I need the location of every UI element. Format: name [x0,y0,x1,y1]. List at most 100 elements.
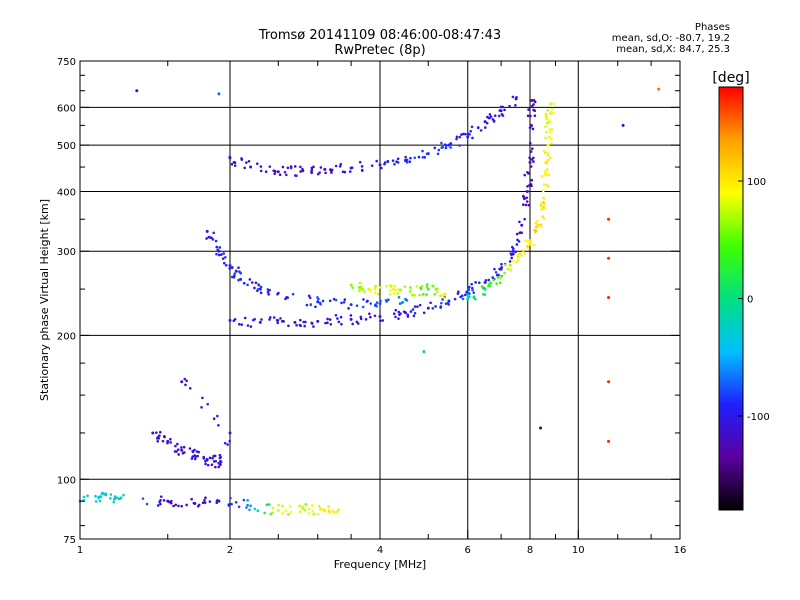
echo-point [253,286,256,290]
echo-point [268,318,271,321]
echo-point [122,493,125,497]
echo-point [511,252,514,256]
echo-point [303,508,307,512]
echo-point [525,196,528,200]
echo-point [550,107,554,111]
echo-point [387,298,390,301]
echo-point [383,161,387,164]
echo-point [607,296,611,300]
echo-point [401,300,405,304]
echo-point [194,455,197,459]
echo-point [246,324,250,327]
echo-point [217,465,220,469]
echo-point [211,238,215,241]
echo-point [259,291,263,295]
echo-point [393,288,397,292]
echo-point [318,301,322,305]
echo-point [280,504,284,508]
echo-point [314,305,317,309]
echo-point [413,156,417,160]
echo-point [544,115,548,118]
echo-point [301,505,305,509]
echo-point [528,241,532,245]
echo-point [550,142,553,145]
echo-point [520,223,524,227]
echo-point [417,155,421,159]
echo-point [472,291,476,294]
echo-point [396,161,400,164]
echo-point [245,161,248,164]
echo-point [522,203,525,206]
echo-point [545,168,549,171]
echo-point [530,178,534,182]
echo-point [453,297,457,301]
echo-point [444,302,448,305]
chart-subtitle: RwPretec (8p) [334,43,426,58]
echo-point [389,285,393,288]
y-tick-label: 100 [57,475,76,486]
echo-point [374,284,377,288]
echo-point [467,288,471,292]
echo-point [233,164,237,167]
echo-point [423,156,426,159]
echo-point [287,324,290,328]
echo-point [415,284,419,288]
echo-point [514,250,517,254]
colorbar-tick-label: 100 [747,177,766,188]
echo-point [544,125,547,129]
echo-point [488,113,492,116]
echo-point [422,350,426,354]
echo-point [339,315,343,319]
echo-point [472,296,475,299]
echo-point [155,431,158,434]
echo-point [385,284,388,288]
echo-point [349,314,353,317]
echo-point [151,431,155,435]
echo-point [82,495,86,499]
echo-point [484,126,487,129]
echo-point [167,500,171,504]
phase-stats-x-mode: mean, sd,X: 84.7, 25.3 [616,44,730,55]
echo-point [534,229,538,233]
colorbar-unit-label: [deg] [712,70,749,86]
echo-point [203,501,207,504]
echo-point [237,278,240,282]
echo-point [98,499,102,503]
echo-point [268,165,272,168]
echo-point [534,221,538,225]
echo-point [318,171,321,174]
echo-point [396,292,399,295]
echo-point [517,240,521,243]
echo-point [182,445,186,449]
echo-point [228,431,232,435]
y-tick-label: 600 [57,103,76,114]
echo-point [526,114,530,118]
echo-point [200,406,203,409]
echo-point [180,380,184,384]
echo-point [480,285,484,288]
echo-point [222,261,226,265]
echo-point [238,270,241,273]
echo-point [323,167,327,171]
echo-point [217,253,221,257]
echo-point [500,262,503,266]
echo-point [332,511,336,514]
echo-point [463,293,467,297]
echo-point [289,166,293,170]
echo-point [548,130,552,134]
echo-point [547,173,551,177]
echo-point [542,217,546,220]
echo-point [379,299,382,303]
echo-point [246,283,249,287]
echo-point [248,508,251,512]
echo-point [276,321,279,325]
echo-point [422,311,426,315]
echo-point [191,450,195,454]
echo-point [404,155,407,159]
echo-point [429,301,432,305]
x-tick-label: 16 [674,545,687,556]
echo-point [246,499,249,502]
colorbar-ticks: 100 0 -100 [738,177,770,423]
echo-point [334,164,338,168]
echo-point [235,270,238,273]
